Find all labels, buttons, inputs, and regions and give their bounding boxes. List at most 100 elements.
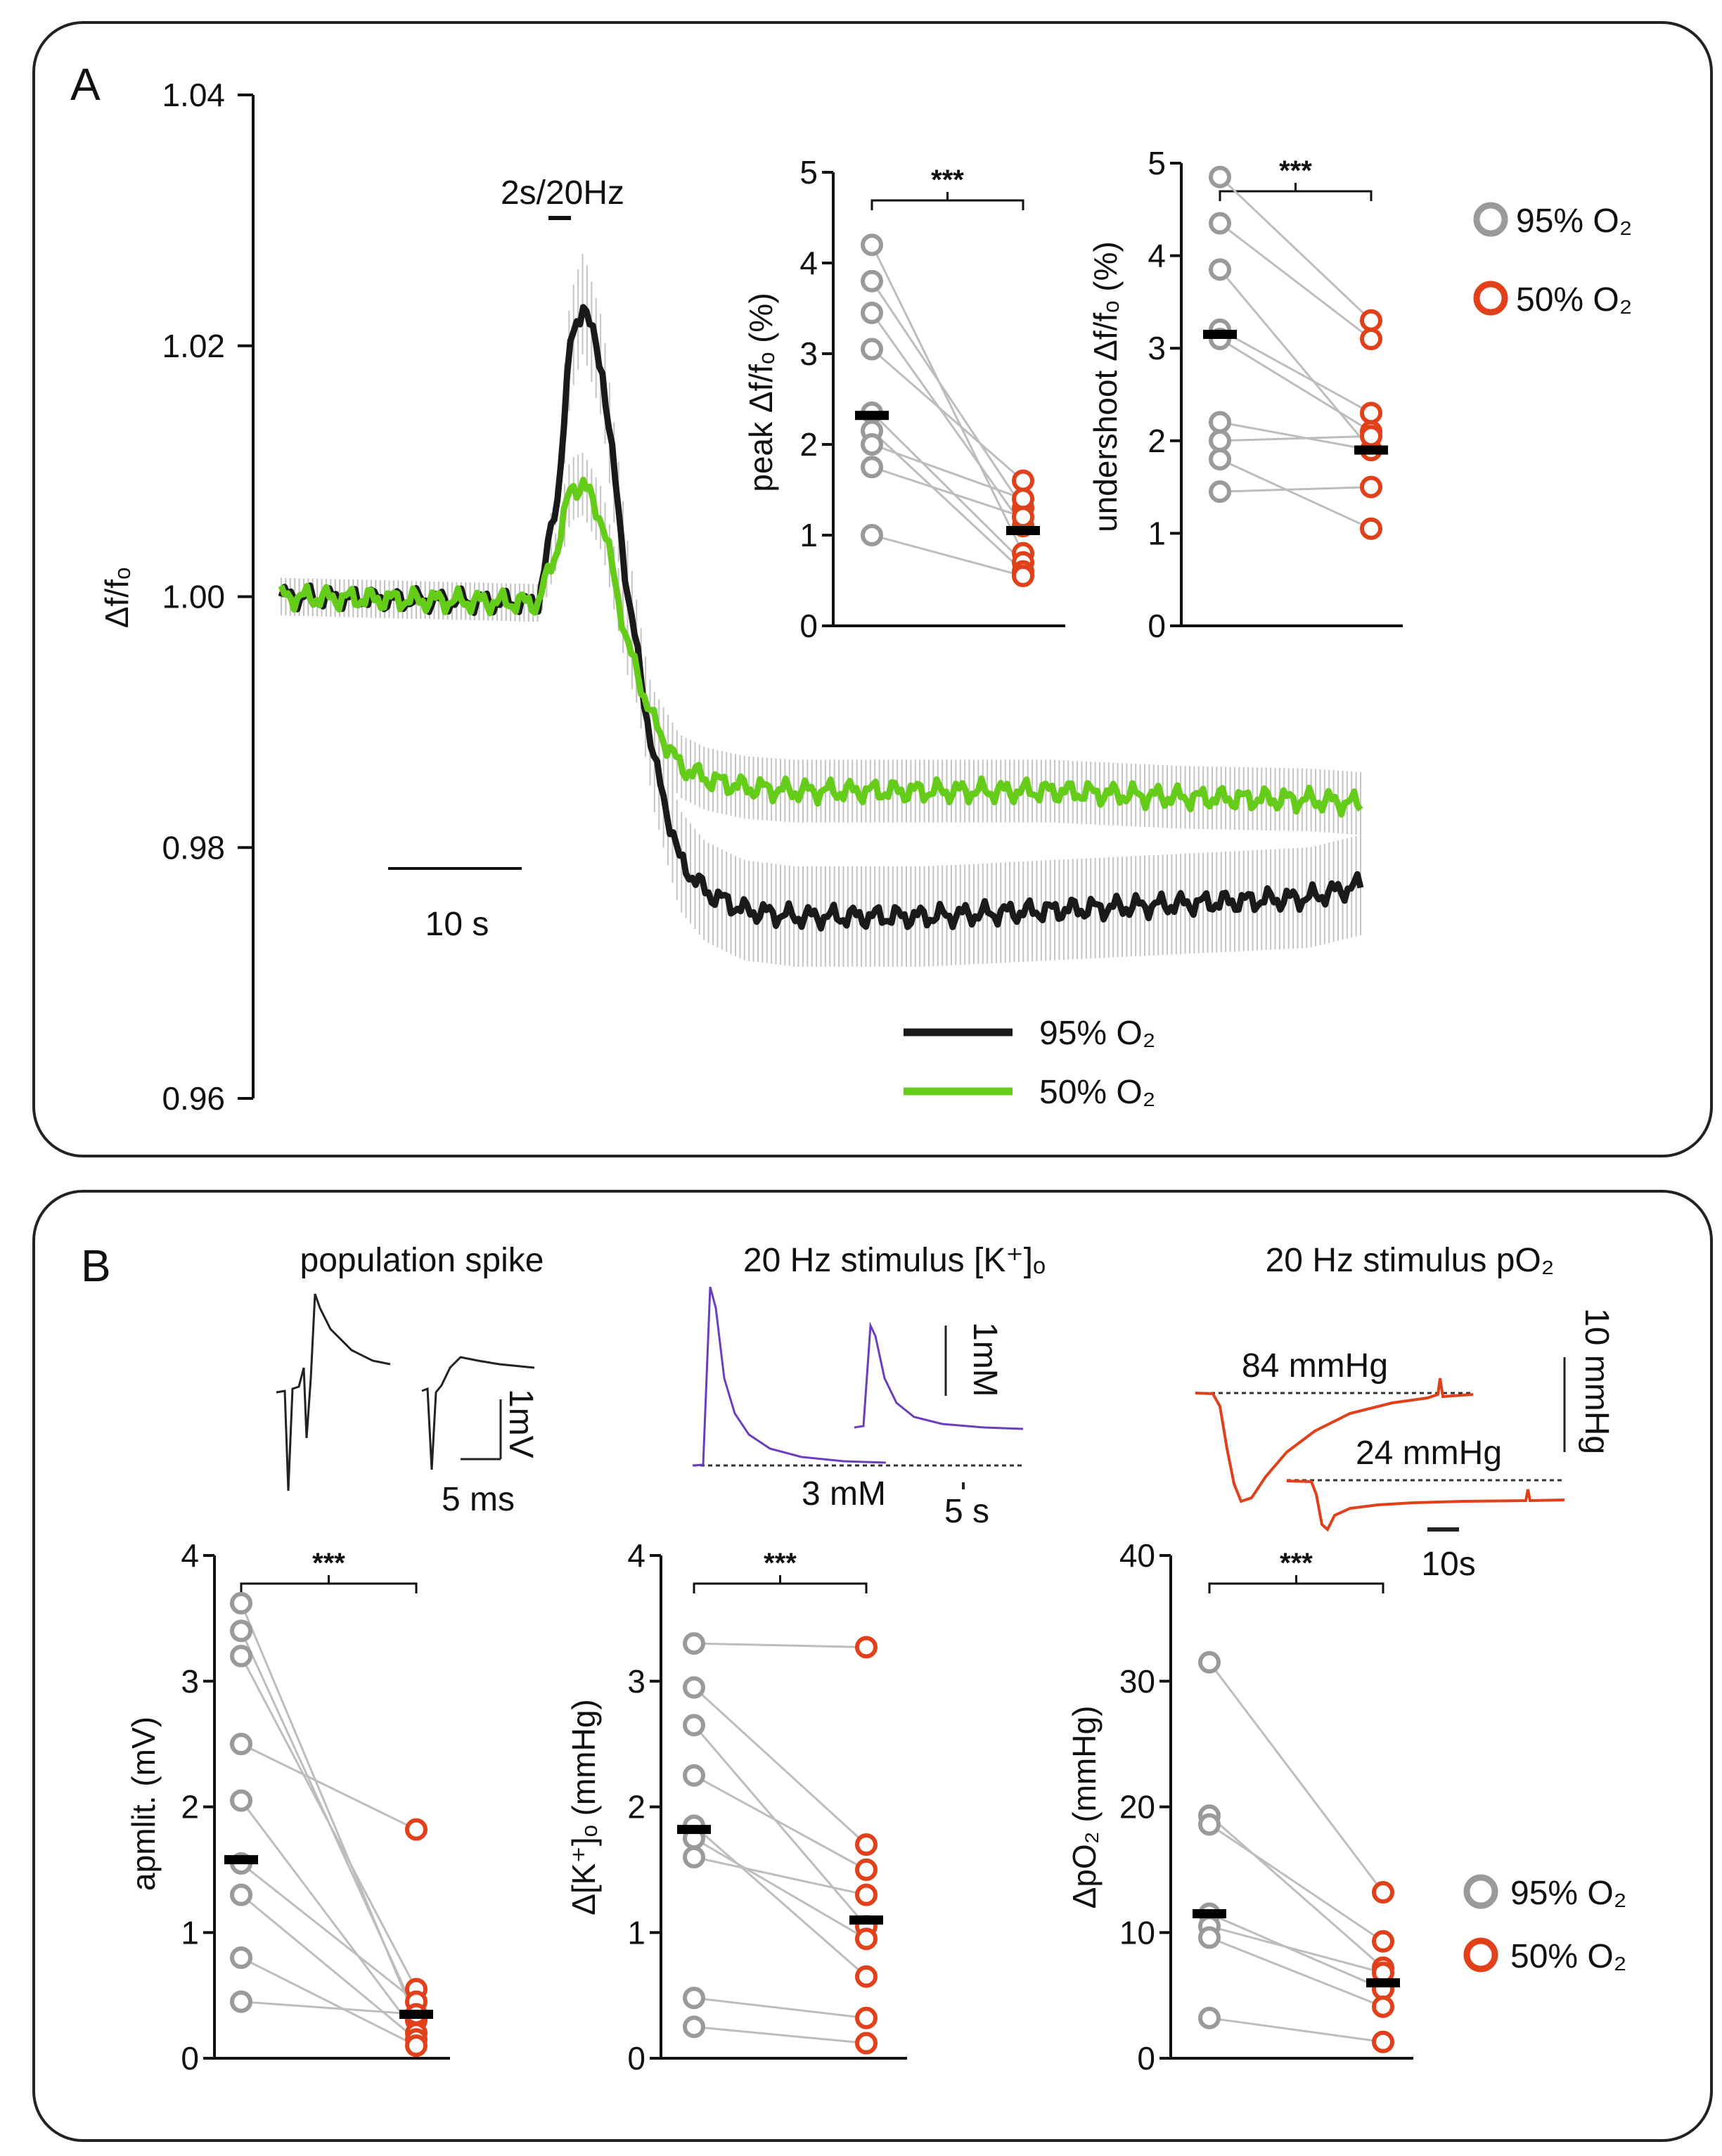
po2-high-label: 84 mmHg bbox=[1242, 1347, 1388, 1385]
pair-line bbox=[1208, 1662, 1384, 1893]
pair-line bbox=[870, 312, 1024, 527]
pair-line bbox=[1209, 1925, 1384, 1974]
point-95 bbox=[230, 1990, 252, 2013]
pair-line bbox=[1209, 1913, 1384, 1991]
y-tick-label: 2 bbox=[799, 426, 818, 463]
y-tick-label: 0 bbox=[1148, 608, 1166, 644]
y-tick-label: 5 bbox=[799, 154, 818, 191]
panel-a-traces bbox=[278, 254, 1364, 967]
po2-plot: 0 10 20 30 40 *** bbox=[1119, 1537, 1413, 2077]
pair-line bbox=[1219, 222, 1372, 340]
point-50 bbox=[1012, 487, 1034, 511]
point-95 bbox=[1209, 429, 1231, 452]
pair-line bbox=[693, 1856, 867, 1897]
po2-pressure-label: 10 mmHg bbox=[1578, 1308, 1615, 1454]
point-50 bbox=[1012, 565, 1034, 588]
point-50 bbox=[1372, 2030, 1394, 2053]
main-y-tick-label: 1.00 bbox=[162, 579, 225, 615]
pair-line bbox=[240, 2001, 417, 2015]
amplitude-plot: 0 1 2 3 4 *** bbox=[181, 1537, 450, 2077]
significance-label: *** bbox=[312, 1548, 345, 1579]
kplus-trace-95 bbox=[692, 1286, 887, 1467]
point-95 bbox=[230, 1789, 252, 1812]
y-tick-label: 3 bbox=[799, 335, 818, 372]
pair-line bbox=[240, 1655, 418, 1990]
point-95 bbox=[683, 1632, 705, 1655]
title-pop-spike: population spike bbox=[300, 1242, 544, 1279]
pair-line bbox=[1219, 458, 1372, 530]
y-tick-label: 2 bbox=[627, 1789, 645, 1825]
y-tick-label: 4 bbox=[627, 1537, 645, 1574]
pair-line bbox=[871, 443, 1024, 500]
legend-marker-label-95-a: 95% O₂ bbox=[1516, 203, 1632, 240]
point-95 bbox=[230, 1619, 252, 1643]
pair-line bbox=[240, 1956, 417, 2047]
point-50 bbox=[1012, 506, 1034, 529]
point-95 bbox=[861, 301, 883, 324]
point-50 bbox=[855, 1965, 878, 1988]
legend-marker-50-b bbox=[1463, 1937, 1498, 1972]
amplitude-ylabel: apmlit. (mV) bbox=[125, 1717, 162, 1891]
point-50 bbox=[1372, 1881, 1394, 1904]
point-95 bbox=[861, 338, 883, 361]
point-95 bbox=[683, 2015, 705, 2039]
trace-1 bbox=[278, 476, 1363, 818]
panel-a-frame bbox=[32, 21, 1713, 1157]
po2-time-label: 10s bbox=[1421, 1546, 1475, 1583]
pair-line bbox=[240, 1743, 417, 1831]
point-50 bbox=[1360, 402, 1382, 425]
error-bars-1 bbox=[281, 452, 1361, 835]
point-50 bbox=[1360, 328, 1382, 351]
pair-line bbox=[871, 348, 1024, 482]
pair-line bbox=[1219, 338, 1372, 432]
significance-label: *** bbox=[1280, 1548, 1313, 1579]
point-95 bbox=[683, 1764, 705, 1787]
point-50 bbox=[1360, 309, 1382, 332]
legend-marker-95-b bbox=[1463, 1874, 1498, 1909]
kplus-conc-label: 1mM bbox=[966, 1322, 1003, 1397]
y-tick-label: 1 bbox=[1148, 515, 1166, 551]
point-50 bbox=[1372, 1995, 1394, 2018]
y-tick-label: 1 bbox=[181, 1914, 199, 1951]
point-95 bbox=[861, 269, 883, 293]
y-tick-label: 40 bbox=[1119, 1537, 1155, 1574]
pop-spike-trace-95 bbox=[276, 1293, 391, 1491]
point-50 bbox=[405, 1818, 428, 1841]
pair-line bbox=[693, 1686, 868, 1846]
pair-line bbox=[693, 2025, 867, 2045]
panel-a-ylabel: Δf/fₒ bbox=[98, 567, 135, 628]
significance-bracket bbox=[693, 1575, 868, 1593]
point-95 bbox=[1198, 1813, 1221, 1836]
point-50 bbox=[1372, 1930, 1394, 1953]
significance-label: *** bbox=[1279, 155, 1312, 186]
legend-marker-95-a bbox=[1473, 202, 1508, 237]
pop-spike-time-label: 5 ms bbox=[442, 1481, 515, 1518]
pop-spike-volt-label: 1mV bbox=[502, 1389, 539, 1458]
point-95 bbox=[1209, 411, 1231, 434]
po2-low-label: 24 mmHg bbox=[1356, 1435, 1502, 1472]
pair-line bbox=[240, 1799, 418, 2034]
pair-line bbox=[1209, 1937, 1384, 2008]
legend-label-50: 50% O₂ bbox=[1039, 1074, 1155, 1111]
significance-label: *** bbox=[931, 165, 964, 195]
pair-line bbox=[1209, 1814, 1384, 1969]
point-50 bbox=[855, 1833, 878, 1856]
y-tick-label: 3 bbox=[627, 1663, 645, 1700]
point-95 bbox=[1198, 1650, 1221, 1674]
y-tick-label: 0 bbox=[799, 608, 818, 644]
pair-line bbox=[693, 1825, 867, 1977]
point-50 bbox=[855, 1636, 878, 1659]
pair-line bbox=[693, 1774, 867, 1871]
point-95 bbox=[230, 1591, 252, 1615]
y-tick-label: 3 bbox=[181, 1663, 199, 1700]
inset-peak-ylabel: peak Δf/fₒ (%) bbox=[743, 293, 779, 492]
y-tick-label: 2 bbox=[181, 1789, 199, 1825]
pair-line bbox=[871, 466, 1024, 518]
stimulus-label: 2s/20Hz bbox=[501, 174, 624, 212]
kplus-baseline-label: 3 mM bbox=[802, 1475, 886, 1513]
point-95 bbox=[683, 1676, 705, 1699]
y-tick-label: 4 bbox=[799, 245, 818, 281]
point-95 bbox=[230, 1883, 252, 1906]
y-tick-label: 1 bbox=[627, 1914, 645, 1951]
y-tick-label: 4 bbox=[181, 1537, 199, 1574]
